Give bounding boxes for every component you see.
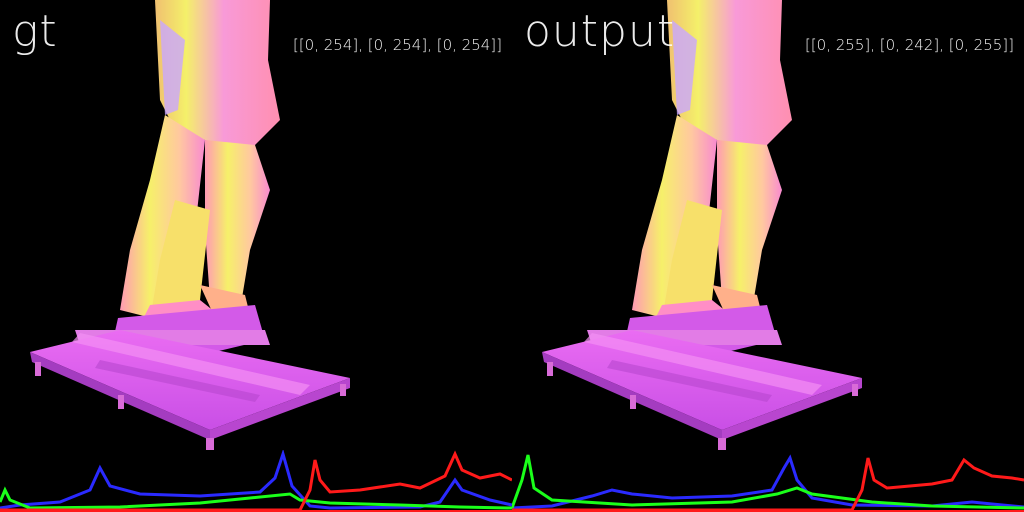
- range-label: [[0, 255], [0, 242], [0, 255]]: [804, 36, 1014, 54]
- gt-panel: gt [[0, 254], [0, 254], [0, 254]]: [0, 0, 512, 512]
- rgb-histogram-output: [512, 454, 1024, 512]
- statue-render-output: [542, 0, 862, 450]
- panel-title: gt: [12, 6, 58, 57]
- panel-title: output: [524, 6, 676, 57]
- range-label: [[0, 254], [0, 254], [0, 254]]: [292, 36, 502, 54]
- statue-render-gt: [30, 0, 350, 450]
- output-panel: output [[0, 255], [0, 242], [0, 255]]: [512, 0, 1024, 512]
- rgb-histogram-gt: [0, 450, 512, 512]
